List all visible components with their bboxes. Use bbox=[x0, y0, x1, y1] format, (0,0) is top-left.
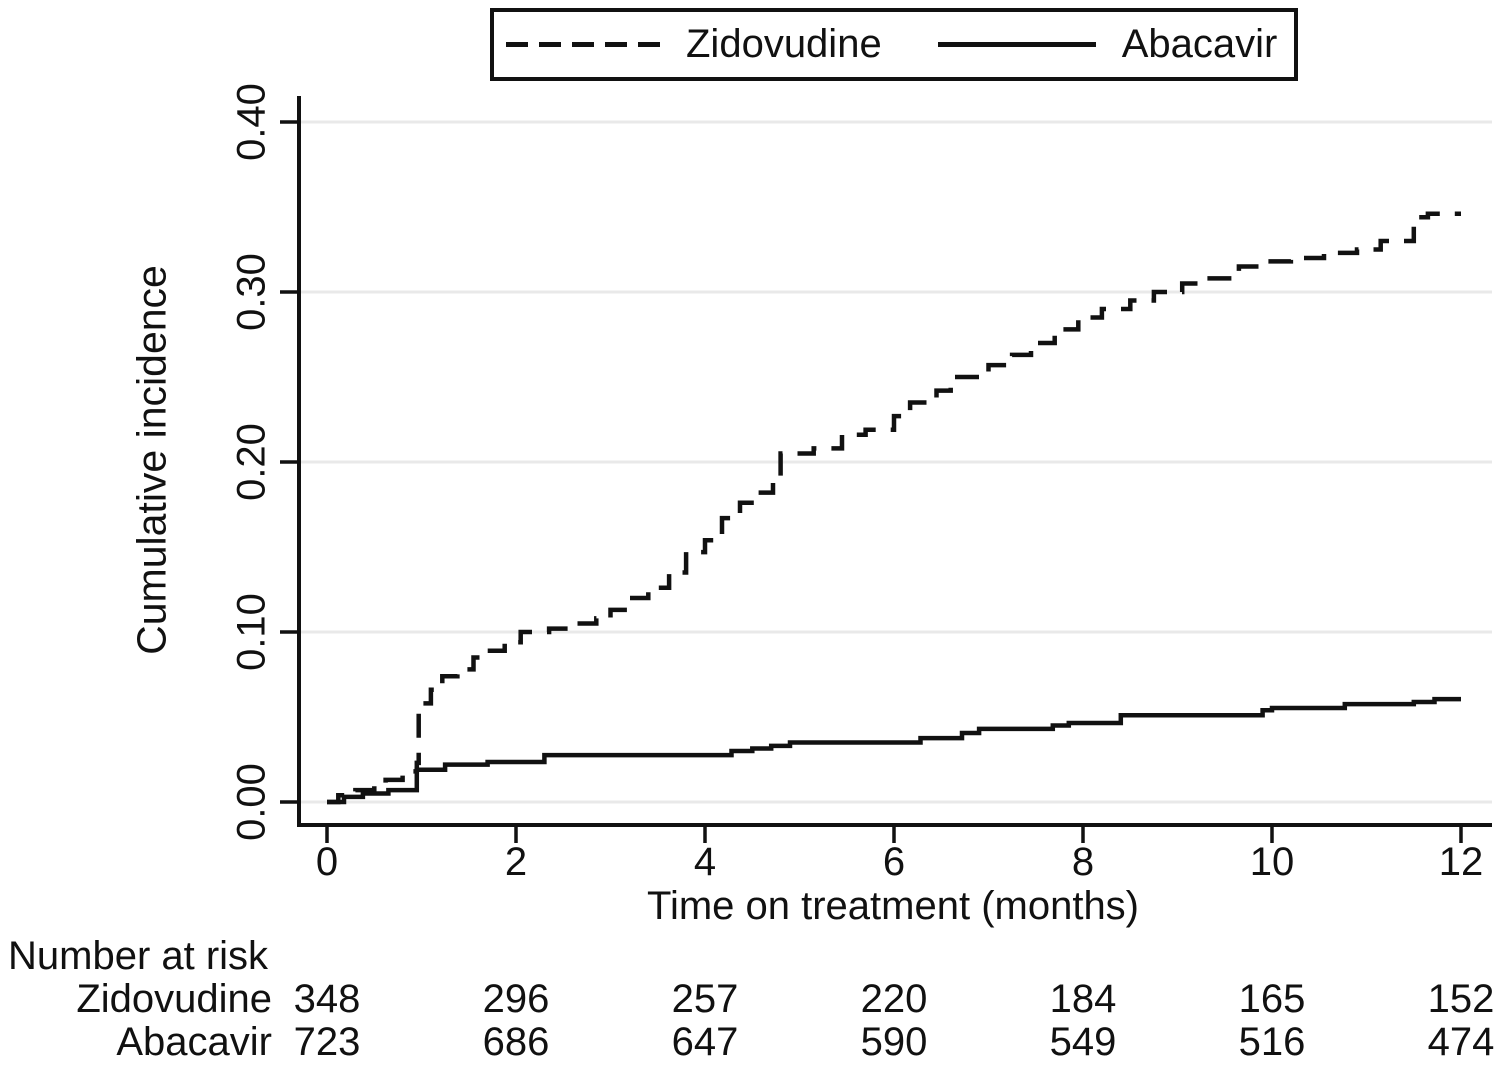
y-axis-title-text: Cumulative incidence bbox=[128, 265, 175, 655]
risk-count: 723 bbox=[293, 1020, 361, 1064]
risk-count: 184 bbox=[1049, 977, 1117, 1021]
x-tick-label-8: 8 bbox=[1071, 840, 1095, 884]
risk-count: 165 bbox=[1238, 977, 1306, 1021]
risk-count: 647 bbox=[671, 1020, 739, 1064]
legend: Zidovudine Abacavir bbox=[490, 8, 1298, 81]
legend-item-zidovudine: Zidovudine bbox=[494, 22, 882, 67]
x-tick-label-0: 0 bbox=[315, 840, 339, 884]
legend-label-zidovudine: Zidovudine bbox=[686, 22, 882, 66]
legend-label-abacavir: Abacavir bbox=[1121, 22, 1278, 66]
risk-count: 590 bbox=[860, 1020, 928, 1064]
risk-count: 686 bbox=[482, 1020, 550, 1064]
risk-count: 257 bbox=[671, 977, 739, 1021]
risk-row-label: Abacavir bbox=[116, 1020, 272, 1064]
risk-count: 296 bbox=[482, 977, 550, 1021]
risk-count: 549 bbox=[1049, 1020, 1117, 1064]
risk-count: 516 bbox=[1238, 1020, 1306, 1064]
curve-abacavir bbox=[327, 696, 1461, 805]
risk-count: 220 bbox=[860, 977, 928, 1021]
x-tick-label-12: 12 bbox=[1438, 840, 1484, 884]
x-tick-label-6: 6 bbox=[882, 840, 906, 884]
dashed-line-sample-icon bbox=[506, 42, 660, 47]
risk-row-label: Zidovudine bbox=[76, 977, 272, 1021]
risk-count: 348 bbox=[293, 977, 361, 1021]
curve-zidovudine bbox=[327, 211, 1461, 805]
risk-table-title: Number at risk bbox=[8, 934, 269, 978]
legend-item-abacavir: Abacavir bbox=[882, 22, 1278, 67]
x-axis-title: Time on treatment (months) bbox=[646, 884, 1140, 928]
x-tick-label-4: 4 bbox=[693, 840, 717, 884]
risk-count: 474 bbox=[1427, 1020, 1495, 1064]
x-tick-label-10: 10 bbox=[1249, 840, 1295, 884]
risk-count: 152 bbox=[1427, 977, 1495, 1021]
x-tick-label-2: 2 bbox=[504, 840, 528, 884]
solid-line-sample-icon bbox=[937, 42, 1096, 47]
